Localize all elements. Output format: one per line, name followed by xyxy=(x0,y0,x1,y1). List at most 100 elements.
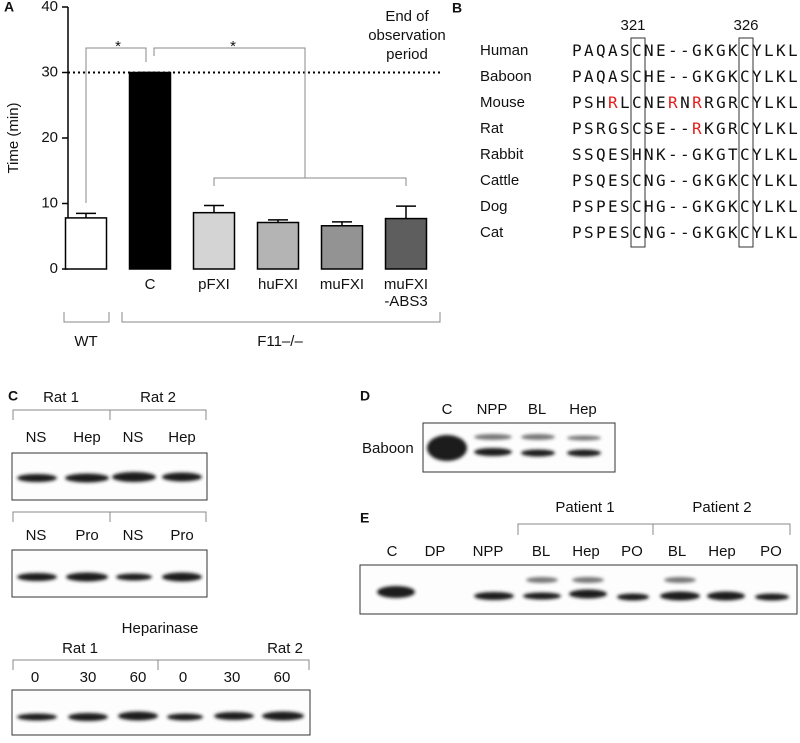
panel-d: D C NPP BL Hep Baboon xyxy=(360,388,616,473)
sequence-segment: R xyxy=(692,93,704,112)
sequence: PAQASCNE--GKGKCYLKL xyxy=(572,41,800,60)
bar xyxy=(384,217,428,270)
sequence-segment: R xyxy=(608,93,620,112)
y-tick-label: 0 xyxy=(50,260,58,277)
band xyxy=(523,592,561,600)
sequence-segment: LCNE xyxy=(620,93,668,112)
bracket xyxy=(12,409,207,420)
band xyxy=(66,572,108,582)
band xyxy=(474,448,512,456)
error-bar xyxy=(204,204,224,213)
significance-bracket xyxy=(85,47,147,203)
band xyxy=(65,473,109,483)
position-label: 326 xyxy=(733,17,758,34)
bar xyxy=(64,217,108,270)
lane-label: BL xyxy=(528,401,546,418)
band xyxy=(474,434,512,440)
blot-title: Heparinase xyxy=(122,620,199,637)
band xyxy=(572,577,604,583)
band xyxy=(474,592,514,600)
sequence: PSHRLCNERNRRGRCYLKL xyxy=(572,93,800,112)
band xyxy=(707,591,745,601)
row-label: Baboon xyxy=(362,440,414,457)
sequence: SSQESHNK--GKGTCYLKL xyxy=(572,145,800,164)
error-bar xyxy=(268,219,288,223)
band xyxy=(660,591,700,601)
x-tick-label-line: huFXI xyxy=(258,276,298,293)
band xyxy=(68,713,108,721)
lane-label: NS xyxy=(123,527,144,544)
bracket xyxy=(517,523,791,535)
position-label: 321 xyxy=(620,17,645,34)
lane-label: 0 xyxy=(179,669,187,686)
panel-e: E Patient 1 Patient 2 C DP NPP BL Hep PO… xyxy=(359,499,798,615)
group-label: WT xyxy=(74,333,97,350)
sequence-segment: SSQESHNK--GKGTCYLKL xyxy=(572,145,800,164)
sequence: PAQASCHE--GKGKCYLKL xyxy=(572,67,800,86)
sequence-segment: PSH xyxy=(572,93,608,112)
sequence-segment: PAQASCHE--GKGKCYLKL xyxy=(572,67,800,86)
group-bracket xyxy=(63,312,441,323)
lane-label: Pro xyxy=(75,527,98,544)
error-bar xyxy=(332,221,352,226)
lane-label: Hep xyxy=(572,543,600,560)
sequence-segment: PSPESCHG--GKGKCYLKL xyxy=(572,197,800,216)
band xyxy=(112,472,156,482)
band xyxy=(427,435,467,461)
x-tick-label-line: muFXI xyxy=(320,276,364,293)
panel-label: B xyxy=(452,0,462,16)
species-label: Cattle xyxy=(480,172,519,189)
significance-bracket xyxy=(153,47,407,186)
band xyxy=(118,711,158,721)
x-tick-label-line: C xyxy=(145,276,156,293)
y-axis-label: Time (min) xyxy=(5,102,22,173)
blot xyxy=(359,564,798,615)
panel-label: E xyxy=(360,510,369,526)
lane-label: NS xyxy=(123,429,144,446)
x-tick-label: muFXI -ABS3 xyxy=(384,276,428,310)
group-label: F11–/– xyxy=(257,333,303,350)
group-label: Rat 1 xyxy=(62,640,98,657)
error-bar xyxy=(76,212,96,218)
column-box xyxy=(738,37,754,248)
lane-label: Hep xyxy=(708,543,736,560)
lane-label: 30 xyxy=(224,669,241,686)
annotation: End of observation period xyxy=(368,8,446,63)
bracket xyxy=(12,511,207,522)
lane-label: DP xyxy=(425,543,446,560)
lane-label: Hep xyxy=(73,429,101,446)
x-tick-label: muFXI xyxy=(320,276,364,293)
band xyxy=(17,713,57,721)
sequence-segment: KGRCYLKL xyxy=(704,119,800,138)
band xyxy=(569,589,607,599)
band xyxy=(17,474,57,482)
panel-label: D xyxy=(360,388,370,404)
lane-label: C xyxy=(442,401,453,418)
band xyxy=(526,577,558,583)
y-tick-label: 30 xyxy=(41,63,58,80)
panel-label: C xyxy=(8,388,18,404)
group-label: Rat 2 xyxy=(267,640,303,657)
species-label: Rat xyxy=(480,120,504,137)
x-tick-label: pFXI xyxy=(198,276,230,293)
lane-label: Pro xyxy=(170,527,193,544)
x-tick-label: C xyxy=(145,276,156,293)
lane-label: NPP xyxy=(477,401,508,418)
panel-label: A xyxy=(4,0,14,15)
lane-label: NPP xyxy=(473,543,504,560)
band xyxy=(755,593,789,601)
blot xyxy=(11,689,311,736)
annotation-line: observation xyxy=(368,27,446,44)
band xyxy=(162,572,202,582)
x-tick-label-line: muFXI xyxy=(384,276,428,293)
species-label: Mouse xyxy=(480,94,525,111)
significance-label: * xyxy=(115,38,121,55)
lane-label: PO xyxy=(621,543,643,560)
band xyxy=(567,449,601,457)
error-bar xyxy=(396,205,416,219)
group-label: Rat 1 xyxy=(43,389,79,406)
y-tick-label: 10 xyxy=(41,194,58,211)
panel-b: B 321 326 Human PAQASCNE--GKGKCYLKL Baboon… xyxy=(452,0,800,248)
lane-label: Hep xyxy=(569,401,597,418)
